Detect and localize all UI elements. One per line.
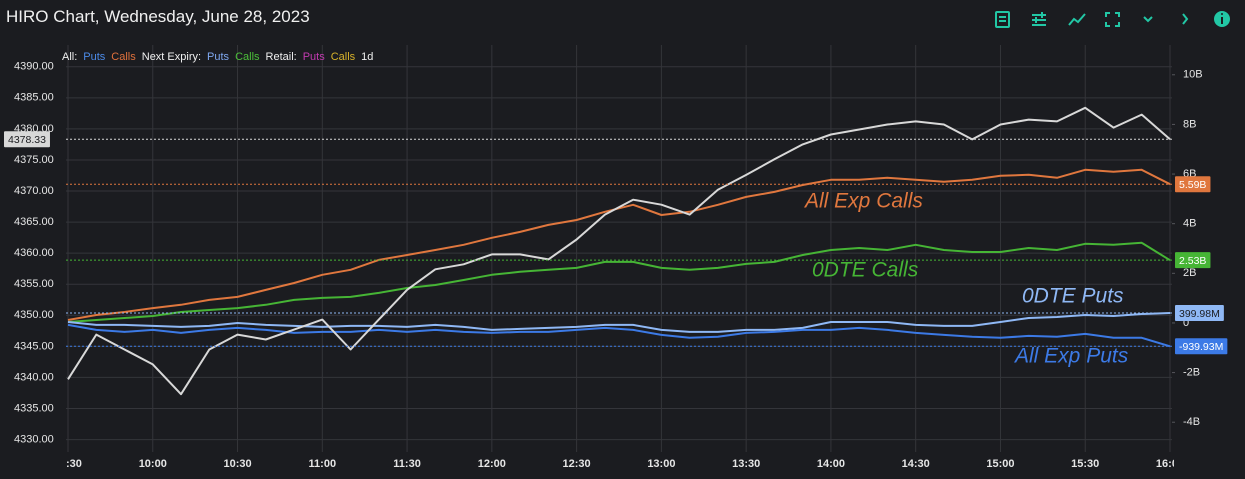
series-line: [67, 323, 1171, 348]
legend-item[interactable]: Calls: [235, 51, 260, 63]
y-tick-label: 4345.00: [14, 340, 54, 352]
legend-item[interactable]: Puts: [83, 51, 106, 63]
icon-info[interactable]: [1214, 11, 1230, 27]
y-tick-label: 4375.00: [14, 154, 54, 166]
y-tick-label: 4390.00: [14, 61, 54, 73]
x-tick-label: 13:00: [647, 458, 675, 470]
toolbar: [995, 11, 1230, 28]
legend-bar: All: Puts Calls Next Expiry: Puts Calls Retail…: [62, 51, 379, 63]
x-tick-label: 14:00: [817, 458, 845, 470]
last-value-box: [1175, 338, 1228, 355]
y-tick-label: 4355.00: [14, 278, 54, 290]
last-value-label: -939.93M: [1179, 341, 1223, 353]
icon-next[interactable]: [1182, 13, 1189, 25]
y-tick-label: 4335.00: [14, 402, 54, 414]
x-tick-label: 11:30: [393, 458, 421, 470]
legend-label: All Exp Puts: [1013, 345, 1129, 368]
x-tick-label: 14:30: [902, 458, 930, 470]
last-value-label: 2.53B: [1179, 255, 1206, 267]
y2-tick-label: 8B: [1183, 118, 1196, 130]
x-tick-label: 10:30: [223, 458, 251, 470]
x-tick-label: 13:30: [732, 458, 760, 470]
legend-item[interactable]: All:: [62, 51, 78, 63]
y-tick-label: 4385.00: [14, 92, 54, 104]
y-tick-label: 4330.00: [14, 433, 54, 445]
x-tick-label: 12:30: [563, 458, 591, 470]
last-value-label: 399.98M: [1179, 308, 1220, 320]
grid: [66, 45, 1172, 452]
icon-fullscreen[interactable]: [1105, 12, 1120, 27]
legend-label: 0DTE Puts: [1022, 285, 1124, 308]
legend-label: 0DTE Calls: [812, 259, 919, 282]
legend-item[interactable]: Retail:: [265, 51, 297, 63]
y2-tick-label: 2B: [1183, 267, 1196, 279]
icon-trend[interactable]: [1068, 13, 1086, 26]
legend-item[interactable]: 1d: [361, 51, 374, 63]
legend-label: All Exp Calls: [803, 190, 923, 213]
x-tick-label: 12:00: [478, 458, 506, 470]
chart-title: HIRO Chart, Wednesday, June 28, 2023: [6, 7, 310, 26]
x-axis: :30 10:00 10:30 11:00 11:30 12:00 12:30 13:00 13…: [66, 458, 1184, 470]
y2-tick-label: 4B: [1183, 218, 1196, 230]
price-line: [67, 106, 1171, 396]
last-value-box: [1175, 176, 1211, 193]
x-tick-label: :30: [66, 458, 82, 470]
series-line: [67, 312, 1171, 333]
icon-list[interactable]: [995, 11, 1010, 28]
series-line: [67, 241, 1171, 323]
y2-tick-label: 10B: [1183, 69, 1203, 81]
plot: [67, 106, 1171, 396]
x-tick-label: 15:30: [1071, 458, 1099, 470]
series-line: [67, 168, 1171, 321]
x-tick-label: 10:00: [139, 458, 167, 470]
y-tick-label: 4360.00: [14, 247, 54, 259]
x-tick-label: 16:00: [1156, 458, 1184, 470]
x-tick-label: 11:00: [309, 458, 337, 470]
legend-item[interactable]: Calls: [111, 51, 136, 63]
legend-item[interactable]: Puts: [302, 51, 325, 63]
icon-settings[interactable]: [1032, 12, 1046, 26]
last-value-label: 4378.33: [8, 134, 46, 146]
last-value-box: [1175, 305, 1224, 322]
markers: 4330.00 4335.00 4340.00 4345.00 4350.00 4355.…: [4, 61, 1228, 445]
y-tick-label: 4365.00: [14, 216, 54, 228]
icon-collapse[interactable]: [1143, 16, 1153, 23]
legend-item[interactable]: Calls: [330, 51, 356, 63]
last-value-label: 5.59B: [1179, 179, 1206, 191]
y-tick-label: 4350.00: [14, 309, 54, 321]
legend-item[interactable]: Puts: [207, 51, 230, 63]
y2-tick-label: 0: [1183, 317, 1189, 329]
last-value-box: [1175, 252, 1211, 269]
y2-tick-label: -4B: [1183, 416, 1200, 428]
y-tick-label: 4370.00: [14, 185, 54, 197]
y-tick-label: 4340.00: [14, 371, 54, 383]
y2-tick-label: -2B: [1183, 366, 1200, 378]
legend-item[interactable]: Next Expiry:: [141, 51, 202, 63]
x-tick-label: 15:00: [986, 458, 1014, 470]
last-value-box: [4, 131, 50, 148]
